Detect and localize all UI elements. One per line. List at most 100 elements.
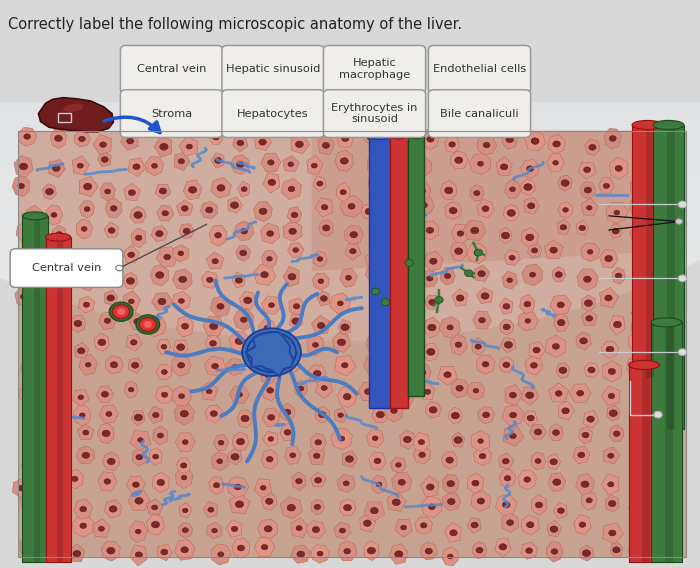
Polygon shape [292, 472, 306, 491]
Polygon shape [74, 131, 90, 147]
Circle shape [317, 181, 323, 186]
Polygon shape [153, 472, 169, 493]
Circle shape [152, 505, 158, 510]
Circle shape [350, 232, 358, 238]
Polygon shape [76, 102, 332, 315]
Polygon shape [155, 184, 171, 199]
Polygon shape [363, 131, 377, 145]
Circle shape [535, 458, 541, 463]
Circle shape [212, 258, 218, 264]
Polygon shape [205, 405, 223, 423]
Polygon shape [337, 474, 356, 492]
Circle shape [579, 522, 586, 528]
Circle shape [267, 231, 274, 236]
Circle shape [232, 365, 238, 369]
Circle shape [372, 436, 378, 441]
Circle shape [503, 303, 510, 309]
Polygon shape [157, 339, 171, 354]
Ellipse shape [46, 233, 71, 241]
Polygon shape [386, 335, 405, 353]
Bar [18, 131, 686, 557]
Polygon shape [280, 496, 302, 519]
Circle shape [181, 546, 188, 553]
Polygon shape [421, 496, 442, 518]
Circle shape [99, 142, 106, 147]
Polygon shape [262, 296, 281, 314]
Polygon shape [396, 223, 411, 238]
Circle shape [424, 389, 430, 394]
Circle shape [609, 410, 617, 416]
Circle shape [215, 232, 221, 238]
Circle shape [499, 544, 507, 550]
Polygon shape [444, 136, 460, 153]
Polygon shape [660, 457, 678, 475]
Circle shape [524, 183, 532, 190]
Polygon shape [230, 386, 249, 403]
Polygon shape [261, 381, 279, 400]
Circle shape [612, 547, 620, 553]
Polygon shape [124, 183, 140, 201]
Polygon shape [282, 338, 300, 358]
Circle shape [269, 303, 274, 307]
Bar [632, 125, 663, 378]
Circle shape [106, 256, 113, 262]
Circle shape [183, 508, 188, 513]
Circle shape [161, 370, 167, 374]
Polygon shape [610, 157, 628, 179]
Circle shape [669, 300, 675, 304]
Polygon shape [261, 492, 277, 510]
Text: Stroma: Stroma [151, 108, 192, 119]
Circle shape [133, 164, 140, 170]
Circle shape [340, 528, 346, 533]
Circle shape [315, 440, 321, 445]
Circle shape [218, 440, 224, 445]
Circle shape [639, 166, 646, 172]
Polygon shape [130, 521, 148, 542]
Circle shape [428, 299, 436, 305]
Circle shape [345, 456, 354, 462]
Polygon shape [519, 294, 535, 314]
Circle shape [402, 394, 409, 400]
Polygon shape [521, 515, 539, 535]
Polygon shape [371, 289, 386, 306]
Polygon shape [335, 407, 348, 423]
Polygon shape [654, 204, 672, 225]
Ellipse shape [632, 120, 663, 130]
Circle shape [435, 296, 443, 303]
Polygon shape [206, 523, 223, 539]
Bar [57, 237, 63, 562]
Circle shape [139, 318, 156, 331]
Circle shape [501, 232, 510, 239]
Polygon shape [581, 310, 597, 325]
Polygon shape [175, 433, 195, 452]
Circle shape [312, 163, 317, 168]
Polygon shape [265, 340, 281, 355]
Circle shape [636, 204, 642, 209]
Circle shape [587, 206, 592, 210]
Circle shape [503, 362, 510, 367]
Polygon shape [258, 320, 276, 337]
Circle shape [365, 208, 373, 215]
Polygon shape [332, 102, 554, 323]
Polygon shape [315, 198, 332, 217]
Polygon shape [14, 156, 33, 177]
Polygon shape [313, 177, 326, 191]
Circle shape [526, 392, 534, 399]
Polygon shape [72, 156, 90, 175]
Polygon shape [634, 158, 652, 179]
Polygon shape [421, 476, 439, 497]
Circle shape [526, 234, 534, 241]
Circle shape [662, 140, 668, 145]
Circle shape [234, 484, 241, 490]
Polygon shape [364, 541, 379, 561]
Polygon shape [340, 195, 362, 218]
Polygon shape [209, 225, 227, 247]
Polygon shape [420, 383, 435, 399]
Circle shape [447, 554, 453, 559]
Circle shape [218, 552, 224, 557]
Polygon shape [332, 102, 650, 295]
Circle shape [642, 273, 649, 278]
Bar [629, 365, 659, 562]
Polygon shape [311, 433, 327, 452]
Circle shape [47, 508, 54, 513]
